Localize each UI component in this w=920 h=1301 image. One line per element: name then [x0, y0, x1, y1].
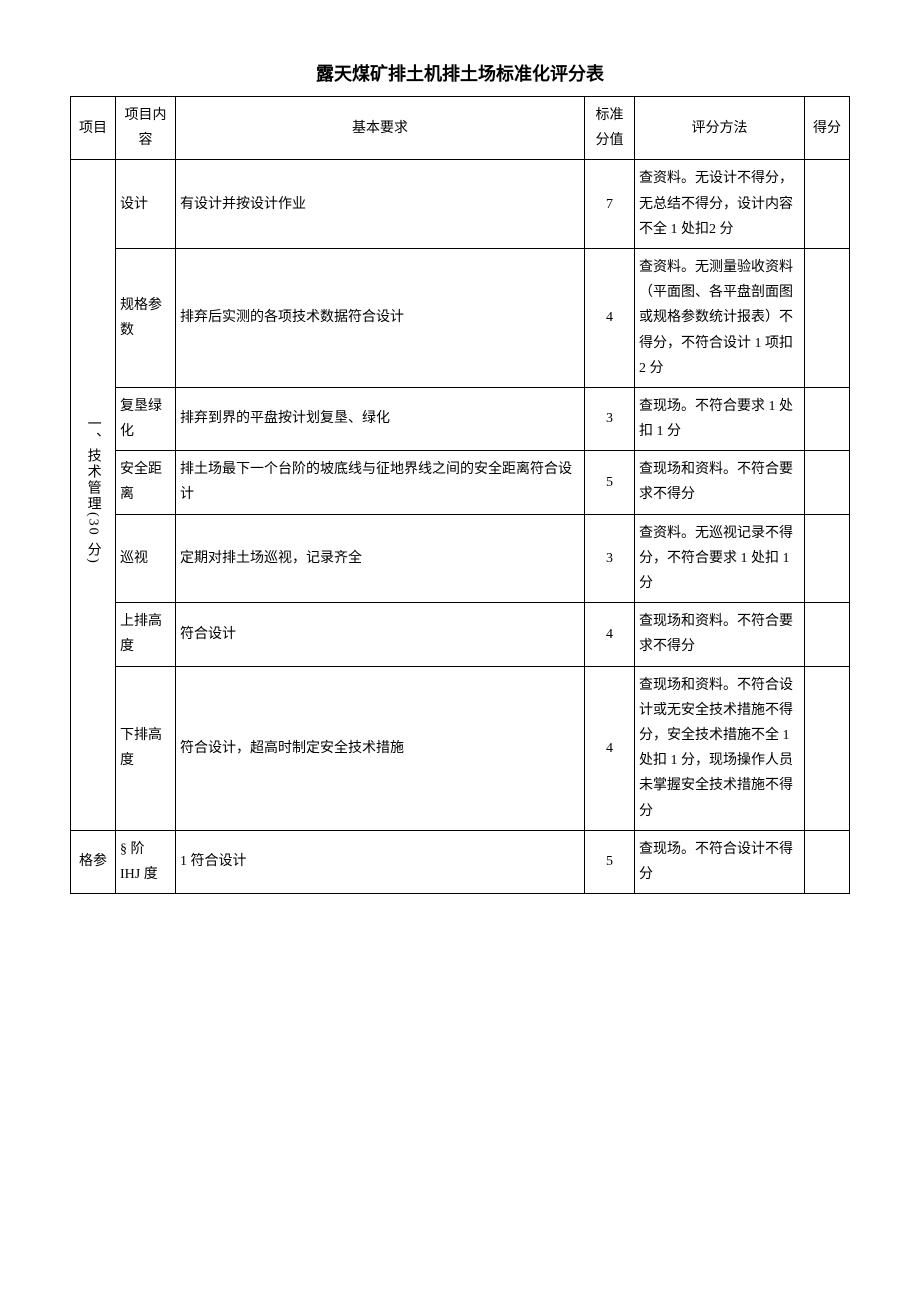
cell-got	[805, 451, 850, 514]
cell-item-fragment-bot: IHJ 度	[120, 867, 158, 882]
section-label-tech-mgmt: 一、技术管理(30 分)	[71, 160, 116, 830]
cell-item: 安全距离	[116, 451, 176, 514]
cell-req: 定期对排土场巡视，记录齐全	[176, 514, 585, 603]
section-label-text: 一、技术管理(30 分)	[80, 416, 105, 565]
cell-req-fragment: 1 符合设计	[176, 830, 585, 893]
cell-score: 4	[585, 603, 635, 666]
table-row: 安全距离 排土场最下一个台阶的坡底线与征地界线之间的安全距离符合设计 5 查现场…	[71, 451, 850, 514]
cell-item: 复垦绿化	[116, 387, 176, 450]
page-title: 露天煤矿排土机排土场标准化评分表	[70, 60, 850, 86]
table-row: 上排高度 符合设计 4 查现场和资料。不符合要求不得分	[71, 603, 850, 666]
table-row-fragment: 格参 § 阶 IHJ 度 1 符合设计 5 查现场。不符合设计不得分	[71, 830, 850, 893]
cell-method: 查资料。无巡视记录不得分，不符合要求 1 处扣 1 分	[635, 514, 805, 603]
cell-req: 符合设计	[176, 603, 585, 666]
cell-method: 查资料。无测量验收资料（平面图、各平盘剖面图或规格参数统计报表）不得分，不符合设…	[635, 248, 805, 387]
cell-score: 4	[585, 666, 635, 830]
cell-method: 查现场和资料。不符合要求不得分	[635, 451, 805, 514]
cell-got	[805, 514, 850, 603]
col-header-std-score: 标准分值	[585, 97, 635, 160]
cell-req: 符合设计，超高时制定安全技术措施	[176, 666, 585, 830]
cell-got-fragment	[805, 830, 850, 893]
cell-item-fragment: § 阶 IHJ 度	[116, 830, 176, 893]
cell-method: 查现场和资料。不符合要求不得分	[635, 603, 805, 666]
cell-method: 查现场和资料。不符合设计或无安全技术措施不得分，安全技术措施不全 1 处扣 1 …	[635, 666, 805, 830]
cell-score: 3	[585, 387, 635, 450]
cell-item-fragment-top: § 阶	[120, 842, 145, 857]
cell-score: 5	[585, 451, 635, 514]
table-row: 一、技术管理(30 分) 设计 有设计并按设计作业 7 查资料。无设计不得分，无…	[71, 160, 850, 249]
cell-got	[805, 666, 850, 830]
cell-item: 上排高度	[116, 603, 176, 666]
cell-item: 规格参数	[116, 248, 176, 387]
cell-req: 排弃到界的平盘按计划复垦、绿化	[176, 387, 585, 450]
scoring-table: 项目 项目内容 基本要求 标准分值 评分方法 得分 一、技术管理(30 分) 设…	[70, 96, 850, 894]
cell-method: 查资料。无设计不得分，无总结不得分，设计内容不全 1 处扣2 分	[635, 160, 805, 249]
table-row: 巡视 定期对排土场巡视，记录齐全 3 查资料。无巡视记录不得分，不符合要求 1 …	[71, 514, 850, 603]
table-row: 下排高度 符合设计，超高时制定安全技术措施 4 查现场和资料。不符合设计或无安全…	[71, 666, 850, 830]
table-row: 规格参数 排弃后实测的各项技术数据符合设计 4 查资料。无测量验收资料（平面图、…	[71, 248, 850, 387]
table-header-row: 项目 项目内容 基本要求 标准分值 评分方法 得分	[71, 97, 850, 160]
cell-score-fragment: 5	[585, 830, 635, 893]
cell-score: 3	[585, 514, 635, 603]
cell-got	[805, 248, 850, 387]
col-header-project: 项目	[71, 97, 116, 160]
cell-item: 下排高度	[116, 666, 176, 830]
col-header-requirement: 基本要求	[176, 97, 585, 160]
col-header-got-score: 得分	[805, 97, 850, 160]
cell-method-fragment: 查现场。不符合设计不得分	[635, 830, 805, 893]
cell-item: 巡视	[116, 514, 176, 603]
col-header-method: 评分方法	[635, 97, 805, 160]
cell-got	[805, 160, 850, 249]
col-header-item: 项目内容	[116, 97, 176, 160]
cell-score: 4	[585, 248, 635, 387]
cell-req: 排土场最下一个台阶的坡底线与征地界线之间的安全距离符合设计	[176, 451, 585, 514]
cell-score: 7	[585, 160, 635, 249]
cell-item: 设计	[116, 160, 176, 249]
cell-method: 查现场。不符合要求 1 处扣 1 分	[635, 387, 805, 450]
cell-req: 排弃后实测的各项技术数据符合设计	[176, 248, 585, 387]
table-row: 复垦绿化 排弃到界的平盘按计划复垦、绿化 3 查现场。不符合要求 1 处扣 1 …	[71, 387, 850, 450]
cell-req: 有设计并按设计作业	[176, 160, 585, 249]
cell-got	[805, 387, 850, 450]
cell-got	[805, 603, 850, 666]
cell-proj-fragment: 格参	[71, 830, 116, 893]
